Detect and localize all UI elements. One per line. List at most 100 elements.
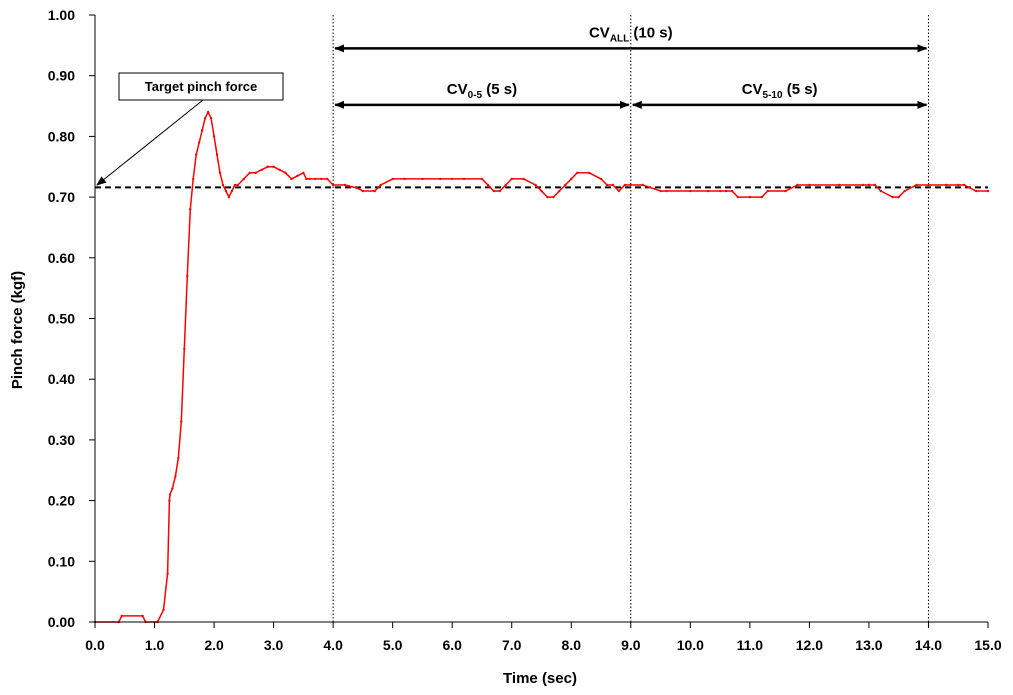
series-point xyxy=(302,171,305,175)
series-point xyxy=(177,456,180,460)
series-point xyxy=(230,189,234,193)
series-point xyxy=(284,171,287,175)
y-tick-label: 0.90 xyxy=(48,68,75,84)
series-point xyxy=(915,183,918,187)
series-point xyxy=(233,183,237,187)
series-point xyxy=(784,189,787,193)
y-tick-label: 0.40 xyxy=(48,371,75,387)
series-point xyxy=(391,177,394,181)
series-point xyxy=(629,183,632,187)
series-point xyxy=(200,129,204,132)
series-point xyxy=(331,183,335,187)
callout-box xyxy=(118,72,284,101)
cv-label-cv_all: CVALL (10 s) xyxy=(589,24,673,44)
x-ticks: 0.0 1.0 2.0 3.0 4.0 5.0 6.0 7.0 8.0 9.0 10.0 11.0 12… xyxy=(85,622,1002,653)
series-point xyxy=(197,141,201,144)
series-point xyxy=(451,177,454,181)
series-point xyxy=(266,165,269,168)
series-point xyxy=(221,183,225,187)
x-tick-label: 4.0 xyxy=(323,637,343,653)
y-tick-label: 1.00 xyxy=(48,7,75,23)
series-point xyxy=(957,183,960,187)
series-point xyxy=(296,174,299,178)
series-point xyxy=(492,189,496,193)
series-point xyxy=(962,183,966,187)
series-point xyxy=(498,189,502,193)
series-point xyxy=(290,177,293,181)
callout-label: Target pinch force xyxy=(145,79,257,94)
cv-label-main: CV xyxy=(742,81,763,98)
cv-label-main: CV xyxy=(447,81,468,98)
cv-label-tail: (5 s) xyxy=(783,81,818,98)
series-point xyxy=(162,608,165,612)
series-point xyxy=(212,135,216,138)
series-point xyxy=(706,189,710,193)
series-point xyxy=(891,195,894,199)
series-point xyxy=(617,189,621,193)
x-tick-label: 15.0 xyxy=(974,637,1001,653)
series-point xyxy=(314,177,317,181)
x-tick-label: 1.0 xyxy=(145,637,165,653)
series-point xyxy=(480,177,484,181)
series-point xyxy=(361,189,365,193)
series-point xyxy=(564,183,567,187)
series-point xyxy=(421,177,424,181)
y-tick-label: 0.10 xyxy=(48,553,75,569)
y-tick-label: 0.00 xyxy=(48,614,75,630)
series-point xyxy=(570,177,573,181)
series-point xyxy=(272,165,275,168)
series-point xyxy=(623,183,627,187)
series-point xyxy=(343,183,347,187)
x-tick-label: 5.0 xyxy=(383,637,403,653)
series-point xyxy=(599,177,603,181)
y-tick-label: 0.60 xyxy=(48,250,75,266)
x-tick-label: 11.0 xyxy=(737,637,764,653)
series-point xyxy=(439,177,442,181)
series-point xyxy=(218,171,222,175)
series-point xyxy=(203,116,207,120)
cv-label-sub: 5-10 xyxy=(763,90,783,101)
series-point xyxy=(546,195,549,199)
series-point xyxy=(552,195,555,199)
series-point xyxy=(174,475,177,478)
series-point xyxy=(183,347,186,351)
x-tick-label: 8.0 xyxy=(562,637,582,653)
series-point xyxy=(462,177,466,181)
x-tick-label: 13.0 xyxy=(855,637,882,653)
cv-label-tail: (10 s) xyxy=(629,24,672,41)
series-point xyxy=(796,183,799,187)
series-point xyxy=(379,183,382,187)
series-point xyxy=(504,183,507,187)
series-point xyxy=(325,177,329,181)
cv-annotations: CVALL (10 s)CV0-5 (5 s) CV5-10 (5 s) xyxy=(334,24,928,109)
series-point xyxy=(974,189,978,193)
series-point xyxy=(209,116,213,120)
series-point xyxy=(260,168,263,171)
series-point xyxy=(186,274,189,278)
series-point xyxy=(748,195,752,199)
x-tick-label: 12.0 xyxy=(796,637,823,653)
series-point xyxy=(166,572,169,575)
callout-arrow xyxy=(96,99,204,186)
series-point xyxy=(522,177,525,181)
y-tick-label: 0.80 xyxy=(48,128,75,144)
series-point xyxy=(587,171,591,175)
series-point xyxy=(808,183,811,187)
series-point xyxy=(224,189,228,193)
series-point xyxy=(724,189,728,193)
series-point xyxy=(192,177,195,181)
x-tick-label: 9.0 xyxy=(621,637,641,653)
series-line xyxy=(95,110,988,623)
series-point xyxy=(320,177,323,181)
series-point xyxy=(189,208,192,211)
cv-label-sub: 0-5 xyxy=(468,90,483,101)
series-point xyxy=(308,177,311,181)
x-tick-label: 3.0 xyxy=(264,637,284,653)
series-point xyxy=(486,183,490,187)
series-point xyxy=(171,487,174,490)
series-point xyxy=(373,189,377,193)
series-point xyxy=(403,177,406,181)
y-tick-label: 0.30 xyxy=(48,432,75,448)
y-axis-title: Pinch force (kgf) xyxy=(9,271,26,389)
